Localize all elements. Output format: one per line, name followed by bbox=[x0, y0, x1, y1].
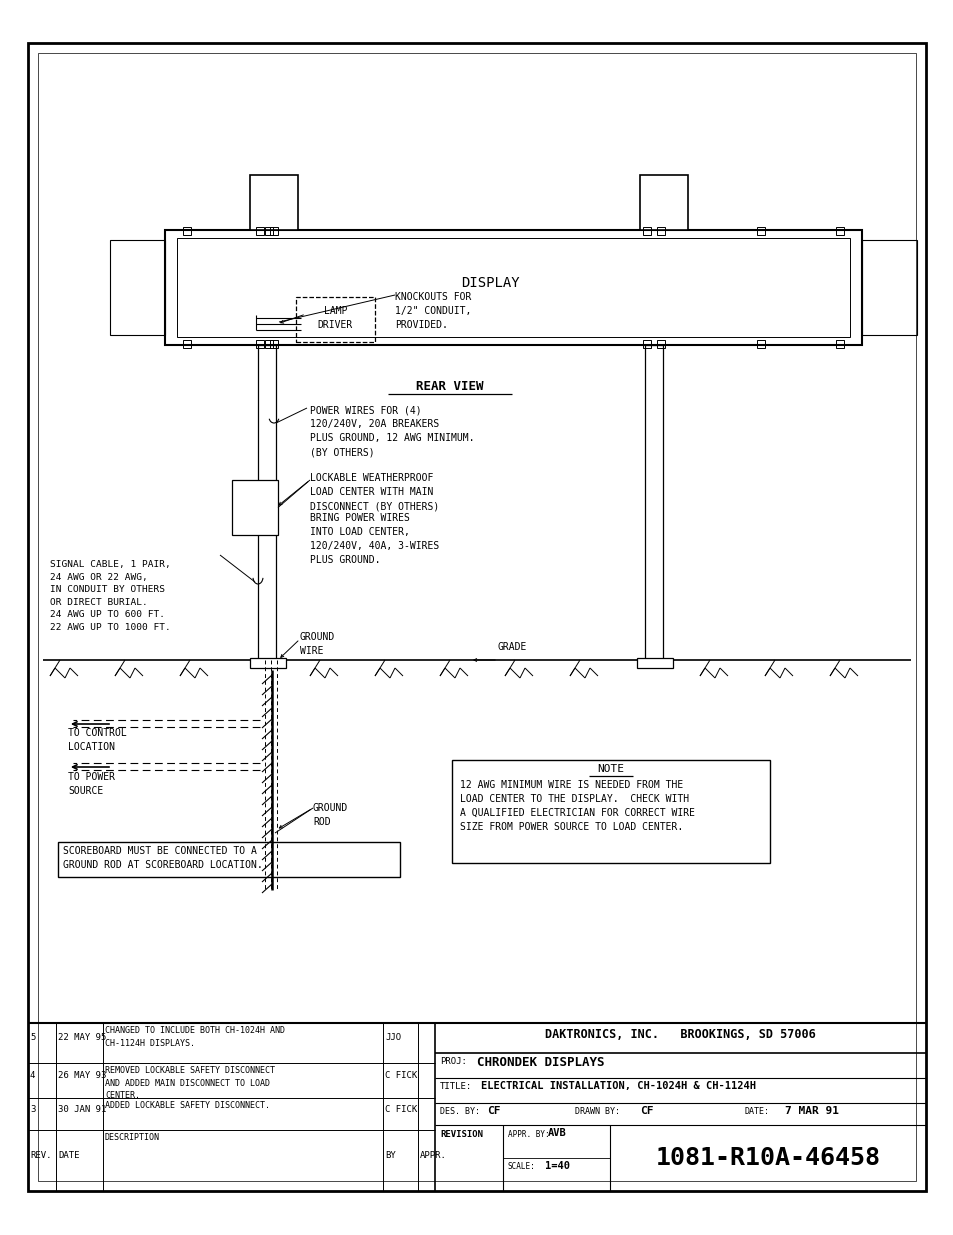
Text: AVB: AVB bbox=[547, 1128, 566, 1137]
Text: ADDED LOCKABLE SAFETY DISCONNECT.: ADDED LOCKABLE SAFETY DISCONNECT. bbox=[105, 1100, 270, 1110]
Text: DAKTRONICS, INC.   BROOKINGS, SD 57006: DAKTRONICS, INC. BROOKINGS, SD 57006 bbox=[544, 1028, 815, 1041]
Bar bbox=[183, 227, 191, 235]
Bar bbox=[835, 227, 843, 235]
Bar bbox=[110, 240, 165, 335]
Bar bbox=[639, 175, 687, 230]
Text: 26 MAY 93: 26 MAY 93 bbox=[58, 1071, 107, 1079]
Text: LOCKABLE WEATHERPROOF
LOAD CENTER WITH MAIN
DISCONNECT (BY OTHERS): LOCKABLE WEATHERPROOF LOAD CENTER WITH M… bbox=[310, 473, 438, 511]
Text: GROUND
WIRE: GROUND WIRE bbox=[299, 632, 335, 656]
Bar bbox=[255, 340, 264, 348]
Text: GRADE: GRADE bbox=[497, 642, 527, 652]
Text: CF: CF bbox=[639, 1107, 653, 1116]
Text: REVISION: REVISION bbox=[439, 1130, 482, 1139]
Text: 12 AWG MINIMUM WIRE IS NEEDED FROM THE
LOAD CENTER TO THE DISPLAY.  CHECK WITH
A: 12 AWG MINIMUM WIRE IS NEEDED FROM THE L… bbox=[459, 781, 695, 832]
Bar bbox=[642, 340, 650, 348]
Text: DESCRIPTION: DESCRIPTION bbox=[105, 1132, 160, 1142]
Text: APPR. BY:: APPR. BY: bbox=[507, 1130, 549, 1139]
Text: 4: 4 bbox=[30, 1071, 35, 1079]
Text: REAR VIEW: REAR VIEW bbox=[416, 380, 483, 393]
Text: 3: 3 bbox=[30, 1104, 35, 1114]
Text: NOTE: NOTE bbox=[597, 764, 624, 774]
Text: C FICK: C FICK bbox=[385, 1104, 416, 1114]
Bar bbox=[255, 227, 264, 235]
Text: LAMP
DRIVER: LAMP DRIVER bbox=[317, 305, 353, 330]
Text: TO CONTROL
LOCATION: TO CONTROL LOCATION bbox=[68, 727, 127, 752]
Bar bbox=[265, 340, 273, 348]
Bar bbox=[183, 340, 191, 348]
Bar bbox=[265, 227, 273, 235]
Text: SCOREBOARD MUST BE CONNECTED TO A
GROUND ROD AT SCOREBOARD LOCATION.: SCOREBOARD MUST BE CONNECTED TO A GROUND… bbox=[63, 846, 262, 869]
Text: TO POWER
SOURCE: TO POWER SOURCE bbox=[68, 772, 115, 797]
Text: TITLE:: TITLE: bbox=[439, 1082, 472, 1091]
Bar bbox=[862, 240, 916, 335]
Bar bbox=[637, 658, 672, 668]
Text: SCALE:: SCALE: bbox=[507, 1162, 536, 1171]
Text: POWER WIRES FOR (4)
120/240V, 20A BREAKERS
PLUS GROUND, 12 AWG MINIMUM.
(BY OTHE: POWER WIRES FOR (4) 120/240V, 20A BREAKE… bbox=[310, 405, 474, 457]
Text: KNOCKOUTS FOR
1/2" CONDUIT,
PROVIDED.: KNOCKOUTS FOR 1/2" CONDUIT, PROVIDED. bbox=[395, 291, 471, 330]
Text: GROUND
ROD: GROUND ROD bbox=[313, 803, 348, 827]
Bar bbox=[270, 227, 277, 235]
Bar bbox=[757, 227, 764, 235]
Text: DATE:: DATE: bbox=[744, 1107, 769, 1116]
Bar bbox=[295, 296, 375, 342]
Bar bbox=[644, 345, 662, 659]
Text: CF: CF bbox=[486, 1107, 500, 1116]
Bar bbox=[642, 227, 650, 235]
Text: SIGNAL CABLE, 1 PAIR,
24 AWG OR 22 AWG,
IN CONDUIT BY OTHERS
OR DIRECT BURIAL.
2: SIGNAL CABLE, 1 PAIR, 24 AWG OR 22 AWG, … bbox=[50, 559, 171, 631]
Text: 5: 5 bbox=[30, 1034, 35, 1042]
Bar bbox=[232, 480, 277, 535]
Text: 22 MAY 95: 22 MAY 95 bbox=[58, 1034, 107, 1042]
Text: DES. BY:: DES. BY: bbox=[439, 1107, 479, 1116]
Bar bbox=[657, 227, 664, 235]
Text: 7 MAR 91: 7 MAR 91 bbox=[784, 1107, 838, 1116]
Text: 30 JAN 91: 30 JAN 91 bbox=[58, 1104, 107, 1114]
Bar bbox=[270, 340, 277, 348]
Bar bbox=[657, 340, 664, 348]
Bar bbox=[452, 760, 769, 863]
Bar bbox=[757, 340, 764, 348]
Bar bbox=[835, 340, 843, 348]
Text: JJO: JJO bbox=[385, 1034, 400, 1042]
Bar bbox=[250, 175, 297, 230]
Text: DATE: DATE bbox=[58, 1151, 79, 1160]
Bar bbox=[165, 230, 862, 345]
Text: BY: BY bbox=[385, 1151, 395, 1160]
Text: REMOVED LOCKABLE SAFETY DISCONNECT
AND ADDED MAIN DISCONNECT TO LOAD
CENTER.: REMOVED LOCKABLE SAFETY DISCONNECT AND A… bbox=[105, 1066, 274, 1100]
Text: DISPLAY: DISPLAY bbox=[460, 275, 518, 289]
Text: ELECTRICAL INSTALLATION, CH-1024H & CH-1124H: ELECTRICAL INSTALLATION, CH-1024H & CH-1… bbox=[480, 1081, 755, 1091]
Text: DRAWN BY:: DRAWN BY: bbox=[575, 1107, 619, 1116]
Bar bbox=[257, 345, 275, 659]
Text: PROJ:: PROJ: bbox=[439, 1057, 466, 1066]
Text: APPR.: APPR. bbox=[419, 1151, 446, 1160]
Text: 1081-R10A-46458: 1081-R10A-46458 bbox=[655, 1146, 880, 1170]
Text: CHANGED TO INCLUDE BOTH CH-1024H AND
CH-1124H DISPLAYS.: CHANGED TO INCLUDE BOTH CH-1024H AND CH-… bbox=[105, 1026, 285, 1047]
Text: C FICK: C FICK bbox=[385, 1071, 416, 1079]
Bar bbox=[58, 842, 399, 877]
Text: REV.: REV. bbox=[30, 1151, 51, 1160]
Bar bbox=[250, 658, 286, 668]
Text: BRING POWER WIRES
INTO LOAD CENTER,
120/240V, 40A, 3-WIRES
PLUS GROUND.: BRING POWER WIRES INTO LOAD CENTER, 120/… bbox=[310, 513, 438, 564]
Text: CHRONDEK DISPLAYS: CHRONDEK DISPLAYS bbox=[476, 1056, 604, 1070]
Bar bbox=[177, 238, 849, 337]
Text: 1=40: 1=40 bbox=[544, 1161, 569, 1171]
